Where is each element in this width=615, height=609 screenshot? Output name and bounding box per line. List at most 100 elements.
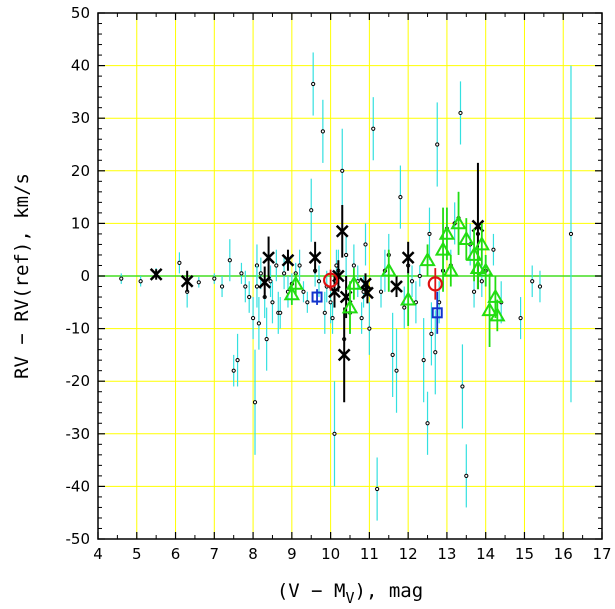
data-point-small-circle bbox=[311, 52, 316, 116]
x-axis-label: (V − MV), mag bbox=[277, 580, 423, 607]
x-tick-label: 10 bbox=[321, 545, 340, 563]
point-marker bbox=[268, 279, 273, 284]
point-marker bbox=[438, 225, 456, 240]
data-point-small-circle bbox=[177, 252, 182, 274]
data-point-triangle bbox=[473, 223, 491, 266]
data-point-small-circle bbox=[256, 297, 261, 350]
data-point-cross bbox=[401, 241, 415, 274]
data-point-small-circle bbox=[402, 286, 407, 329]
point-marker bbox=[231, 368, 236, 373]
data-point-circle bbox=[427, 268, 443, 300]
data-point-small-circle bbox=[491, 233, 496, 266]
point-marker bbox=[402, 305, 407, 310]
data-point-cross bbox=[149, 268, 163, 281]
point-marker bbox=[460, 384, 465, 389]
data-point-small-circle bbox=[250, 297, 256, 340]
data-point-triangle bbox=[438, 207, 456, 261]
point-marker bbox=[390, 280, 403, 293]
x-axis-label-main: (V − M bbox=[277, 580, 346, 602]
data-point-small-circle bbox=[429, 302, 434, 366]
data-point-small-circle bbox=[219, 276, 225, 298]
point-marker bbox=[458, 110, 463, 116]
data-point-small-circle bbox=[227, 239, 232, 282]
data-point-triangle bbox=[458, 218, 475, 261]
point-marker bbox=[308, 251, 322, 264]
point-marker bbox=[417, 273, 422, 279]
point-marker bbox=[487, 288, 504, 303]
data-point-small-circle bbox=[305, 291, 310, 313]
point-marker bbox=[380, 262, 397, 277]
data-point-small-circle bbox=[371, 97, 376, 161]
point-marker bbox=[442, 262, 460, 277]
point-marker bbox=[311, 291, 323, 303]
point-marker bbox=[219, 284, 225, 289]
point-marker bbox=[473, 235, 491, 251]
data-point-small-circle bbox=[464, 444, 469, 508]
data-point-small-circle bbox=[394, 328, 399, 413]
data-point-small-circle bbox=[344, 233, 349, 276]
data-point-small-circle bbox=[247, 281, 252, 313]
data-point-small-circle bbox=[421, 318, 426, 403]
data-point-small-circle bbox=[427, 207, 432, 261]
point-marker bbox=[180, 274, 194, 288]
point-marker bbox=[250, 315, 256, 321]
point-marker bbox=[330, 315, 335, 321]
data-point-small-circle bbox=[196, 277, 201, 288]
data-point-small-circle bbox=[252, 349, 258, 455]
point-marker bbox=[345, 275, 363, 290]
data-point-small-circle bbox=[254, 265, 260, 308]
point-marker bbox=[247, 294, 252, 300]
data-point-small-circle bbox=[413, 281, 419, 324]
data-point-small-circle bbox=[239, 262, 244, 284]
point-marker bbox=[371, 126, 376, 131]
data-point-triangle bbox=[442, 254, 460, 287]
y-tick-label: -30 bbox=[66, 425, 91, 443]
point-marker bbox=[367, 326, 372, 331]
data-point-triangle bbox=[489, 299, 506, 332]
x-tick-label: 12 bbox=[399, 545, 418, 563]
y-tick-label: 10 bbox=[71, 214, 90, 232]
point-marker bbox=[421, 358, 426, 363]
data-point-small-circle bbox=[460, 344, 465, 429]
point-marker bbox=[305, 300, 310, 305]
point-marker bbox=[281, 271, 287, 276]
y-axis-label: RV − RV(ref), km/s bbox=[11, 173, 33, 379]
data-point-small-circle bbox=[375, 457, 380, 521]
data-point-small-circle bbox=[212, 273, 217, 284]
data-point-triangle bbox=[341, 281, 359, 334]
point-marker bbox=[433, 350, 438, 355]
point-marker bbox=[337, 348, 351, 362]
x-tick-label: 4 bbox=[93, 545, 103, 563]
data-point-small-circle bbox=[378, 276, 384, 308]
point-marker bbox=[394, 368, 399, 373]
data-point-small-circle bbox=[568, 65, 574, 403]
data-point-small-circle bbox=[322, 291, 327, 334]
data-point-small-circle bbox=[274, 249, 279, 282]
x-tick-label: 14 bbox=[476, 545, 495, 563]
data-point-small-circle bbox=[330, 302, 335, 334]
data-point-triangle bbox=[481, 273, 498, 348]
point-marker bbox=[390, 352, 395, 357]
point-marker bbox=[264, 337, 269, 342]
x-tick-label: 16 bbox=[554, 545, 573, 563]
point-marker bbox=[477, 262, 494, 277]
data-point-triangle bbox=[419, 244, 436, 276]
point-marker bbox=[363, 242, 368, 247]
point-marker bbox=[399, 291, 417, 306]
data-series bbox=[119, 52, 574, 521]
x-tick-label: 11 bbox=[360, 545, 379, 563]
point-marker bbox=[258, 271, 263, 276]
data-point-small-circle bbox=[458, 81, 463, 145]
point-marker bbox=[335, 224, 349, 238]
x-tick-label: 6 bbox=[171, 545, 181, 563]
data-point-small-circle bbox=[332, 381, 337, 487]
point-marker bbox=[378, 289, 384, 294]
point-marker bbox=[254, 284, 260, 289]
x-tick-label: 7 bbox=[210, 545, 220, 563]
data-point-cross bbox=[308, 241, 322, 274]
series-circle bbox=[323, 268, 443, 300]
point-marker bbox=[409, 279, 415, 284]
point-marker bbox=[262, 251, 275, 264]
data-point-triangle bbox=[399, 273, 417, 326]
